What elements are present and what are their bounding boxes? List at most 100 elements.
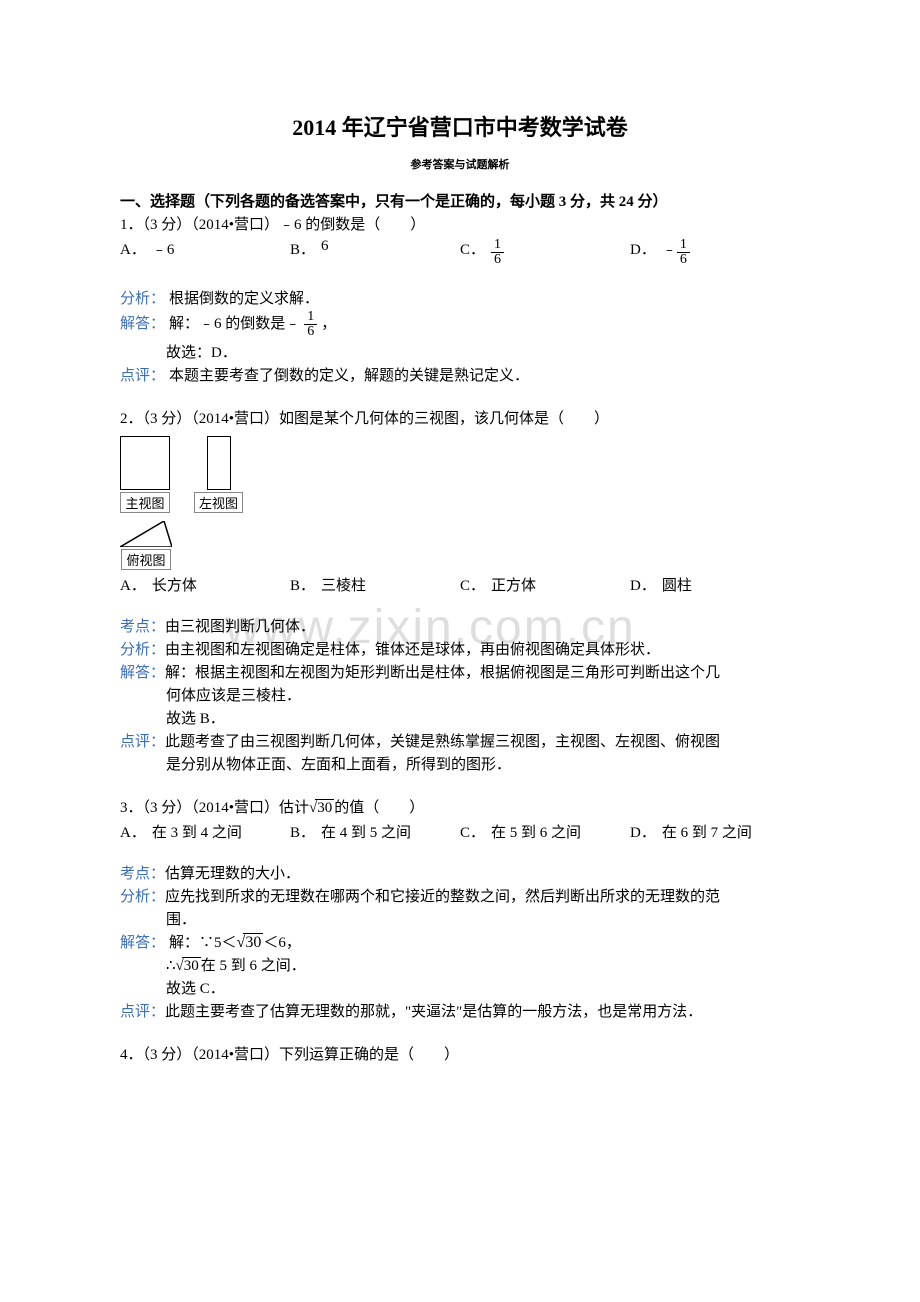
q3-answer-l1-pre: 解：∵5＜ xyxy=(169,935,237,951)
kaodian-label: 考点： xyxy=(120,866,165,882)
q1-opt-b: B． 6 xyxy=(290,238,460,267)
opt-label-d: D． xyxy=(630,821,656,842)
analysis-label: 分析： xyxy=(120,889,165,905)
q1-c-frac: 1 6 xyxy=(491,238,504,267)
opt-label-a: A． xyxy=(120,574,146,595)
q3-text-pre: 3．（3 分）（2014•营口）估计 xyxy=(120,800,309,816)
q1-comment: 本题主要考查了倒数的定义，解题的关键是熟记定义． xyxy=(169,368,529,384)
q3-answer-l1-post: ＜6， xyxy=(263,935,301,951)
q3-a-value: 在 3 到 4 之间 xyxy=(152,821,242,842)
q1-opt-a: A． ﹣6 xyxy=(120,238,290,267)
q2-answer-l3: 故选 B． xyxy=(120,707,800,728)
main-view: 主视图 xyxy=(120,436,170,513)
q1-answer-l1-post: ， xyxy=(321,316,336,332)
minus-sign: ﹣ xyxy=(662,238,677,259)
top-view: 俯视图 xyxy=(120,521,172,570)
sqrt-val: 30 xyxy=(315,799,334,817)
kaodian-label: 考点： xyxy=(120,619,165,635)
frac-den: 6 xyxy=(677,253,690,267)
q2-c-value: 正方体 xyxy=(491,574,536,595)
q2-text: 2．（3 分）（2014•营口）如图是某个几何体的三视图，该几何体是（ ） xyxy=(120,407,800,428)
q3-answer-l3: 故选 C． xyxy=(120,977,800,998)
left-view-label: 左视图 xyxy=(194,492,243,513)
page-subtitle: 参考答案与试题解析 xyxy=(120,156,800,172)
q1-opt-c: C． 1 6 xyxy=(460,238,630,267)
q3-answer-l2-post: 在 5 到 6 之间． xyxy=(201,958,306,974)
left-view-rect xyxy=(207,436,231,490)
q1-opt-d: D． ﹣ 1 6 xyxy=(630,238,800,267)
opt-label-b: B． xyxy=(290,238,315,259)
q1-b-value: 6 xyxy=(321,238,329,255)
answer-label: 解答： xyxy=(120,316,165,332)
q3-opt-c: C． 在 5 到 6 之间 xyxy=(460,821,630,842)
q1-a-value: ﹣6 xyxy=(152,238,175,259)
analysis-label: 分析： xyxy=(120,291,165,307)
opt-label-b: B． xyxy=(290,574,315,595)
sqrt-val: 30 xyxy=(243,933,263,952)
three-views-row1: 主视图 左视图 xyxy=(120,436,800,513)
q3-c-value: 在 5 到 6 之间 xyxy=(491,821,581,842)
frac-num: 1 xyxy=(304,310,317,325)
q2-b-value: 三棱柱 xyxy=(321,574,366,595)
q1-text: 1．（3 分）（2014•营口）﹣6 的倒数是（ ） xyxy=(120,213,800,234)
q3-analysis-l2: 围． xyxy=(120,908,800,929)
q2-answer-l2: 何体应该是三棱柱． xyxy=(120,684,800,705)
q3-opt-a: A． 在 3 到 4 之间 xyxy=(120,821,290,842)
q3-kaodian: 估算无理数的大小． xyxy=(165,866,300,882)
answer-label: 解答： xyxy=(120,935,165,951)
q3-d-value: 在 6 到 7 之间 xyxy=(662,821,752,842)
q3-answer-l2-pre: ∴ xyxy=(166,958,176,974)
main-view-label: 主视图 xyxy=(120,492,169,513)
opt-label-a: A． xyxy=(120,821,146,842)
left-view: 左视图 xyxy=(194,436,243,513)
opt-label-d: D． xyxy=(630,238,656,259)
analysis-label: 分析： xyxy=(120,642,165,658)
opt-label-c: C． xyxy=(460,821,485,842)
q1-options: A． ﹣6 B． 6 C． 1 6 D． ﹣ 1 6 xyxy=(120,238,800,267)
comment-label: 点评： xyxy=(120,734,165,750)
q4-text: 4．（3 分）（2014•营口）下列运算正确的是（ ） xyxy=(120,1043,800,1064)
top-view-triangle xyxy=(120,521,172,547)
q2-opt-d: D． 圆柱 xyxy=(630,574,800,595)
frac-num: 1 xyxy=(677,238,690,253)
q2-comment-l2: 是分别从物体正面、左面和上面看，所得到的图形． xyxy=(120,753,800,774)
opt-label-d: D． xyxy=(630,574,656,595)
q1-answer-l1-pre: 解：﹣6 的倒数是﹣ xyxy=(169,316,300,332)
q3-opt-d: D． 在 6 到 7 之间 xyxy=(630,821,800,842)
top-view-label: 俯视图 xyxy=(121,549,170,570)
q2-a-value: 长方体 xyxy=(152,574,197,595)
q3-b-value: 在 4 到 5 之间 xyxy=(321,821,411,842)
q1-ans-frac: 1 6 xyxy=(304,310,317,339)
main-view-rect xyxy=(120,436,170,490)
q2-comment-l1: 此题考查了由三视图判断几何体，关键是熟练掌握三视图，主视图、左视图、俯视图 xyxy=(165,734,720,750)
q1-d-frac: 1 6 xyxy=(677,238,690,267)
q2-opt-c: C． 正方体 xyxy=(460,574,630,595)
q2-kaodian: 由三视图判断几何体． xyxy=(165,619,315,635)
q2-d-value: 圆柱 xyxy=(662,574,692,595)
three-views-row2: 俯视图 xyxy=(120,521,800,570)
frac-num: 1 xyxy=(491,238,504,253)
page-title: 2014 年辽宁省营口市中考数学试卷 xyxy=(120,110,800,142)
section-1-header: 一、选择题（下列各题的备选答案中，只有一个是正确的，每小题 3 分，共 24 分… xyxy=(120,190,800,211)
q3-options: A． 在 3 到 4 之间 B． 在 4 到 5 之间 C． 在 5 到 6 之间 D… xyxy=(120,821,800,842)
q1-answer-l2: 故选：D． xyxy=(120,341,800,362)
q2-analysis: 由主视图和左视图确定是柱体，锥体还是球体，再由俯视图确定具体形状． xyxy=(165,642,660,658)
q3-text: 3．（3 分）（2014•营口）估计√30的值（ ） xyxy=(120,796,800,817)
opt-label-c: C． xyxy=(460,238,485,259)
frac-den: 6 xyxy=(304,325,317,339)
q3-text-post: 的值（ ） xyxy=(334,800,424,816)
q2-options: A． 长方体 B． 三棱柱 C． 正方体 D． 圆柱 xyxy=(120,574,800,595)
comment-label: 点评： xyxy=(120,368,165,384)
q2-answer-l1: 解：根据主视图和左视图为矩形判断出是柱体，根据俯视图是三角形可判断出这个几 xyxy=(165,665,720,681)
answer-label: 解答： xyxy=(120,665,165,681)
q3-opt-b: B． 在 4 到 5 之间 xyxy=(290,821,460,842)
opt-label-a: A． xyxy=(120,238,146,259)
q3-analysis-l1: 应先找到所求的无理数在哪两个和它接近的整数之间，然后判断出所求的无理数的范 xyxy=(165,889,720,905)
comment-label: 点评： xyxy=(120,1004,165,1020)
q3-comment: 此题主要考查了估算无理数的那就，"夹逼法"是估算的一般方法，也是常用方法． xyxy=(165,1004,702,1020)
q1-analysis: 根据倒数的定义求解． xyxy=(169,291,319,307)
opt-label-b: B． xyxy=(290,821,315,842)
opt-label-c: C． xyxy=(460,574,485,595)
sqrt-val: 30 xyxy=(182,957,201,975)
q2-opt-b: B． 三棱柱 xyxy=(290,574,460,595)
